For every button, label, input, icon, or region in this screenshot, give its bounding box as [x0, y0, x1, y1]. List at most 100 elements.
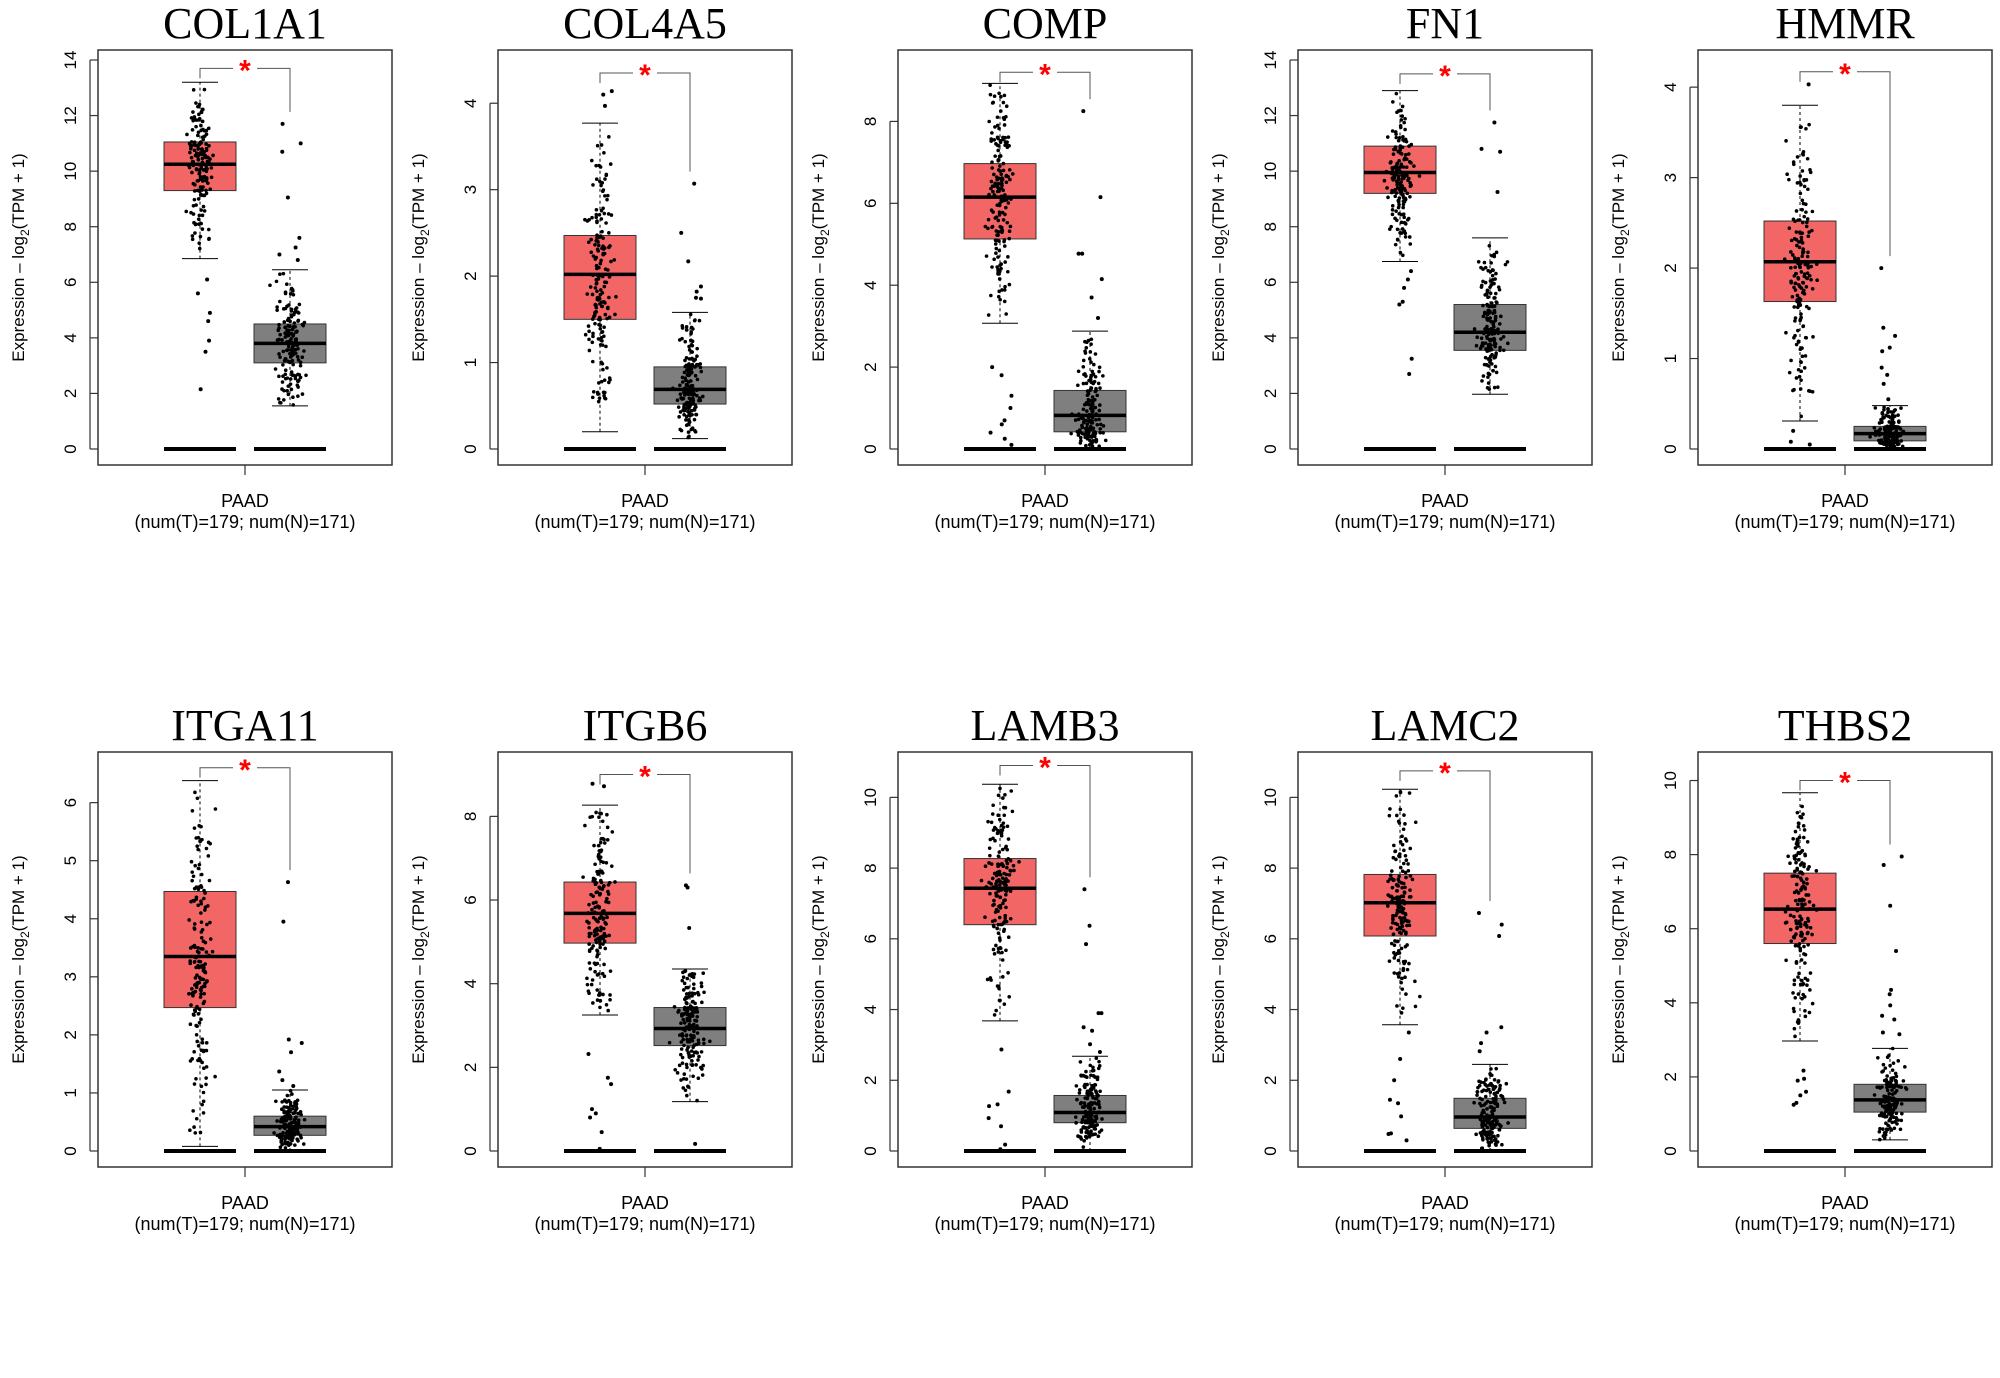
- normal-point: [1872, 426, 1877, 430]
- tumor-point: [191, 874, 196, 879]
- y-axis-label: Expression – log2(TPM + 1): [809, 153, 832, 361]
- normal-point: [1893, 408, 1897, 412]
- tumor-point: [595, 973, 600, 977]
- tumor-point: [1801, 247, 1805, 251]
- tumor-point: [204, 950, 209, 954]
- tumor-point: [199, 123, 203, 128]
- normal-point: [281, 271, 286, 276]
- normal-point: [1880, 1114, 1885, 1118]
- tumor-point: [1396, 895, 1400, 900]
- normal-point: [286, 324, 290, 328]
- tumor-point: [1394, 91, 1399, 96]
- normal-point: [1889, 1128, 1894, 1132]
- tumor-point: [1793, 333, 1797, 338]
- normal-point: [290, 349, 295, 353]
- tumor-boxplot: [1363, 90, 1437, 376]
- normal-point: [1489, 326, 1494, 331]
- tumor-point: [992, 898, 996, 903]
- tumor-point: [1002, 288, 1007, 292]
- tumor-point: [996, 889, 1001, 893]
- tumor-point: [609, 259, 613, 264]
- tumor-point: [1792, 237, 1797, 241]
- normal-outlier-point: [1082, 887, 1087, 892]
- tumor-point: [603, 301, 607, 305]
- tumor-point: [1804, 210, 1808, 214]
- normal-point: [1485, 316, 1489, 320]
- normal-outlier-point: [679, 230, 684, 235]
- plot-frame: [1297, 49, 1593, 466]
- tumor-point: [1786, 854, 1790, 859]
- tumor-point: [199, 920, 204, 924]
- tumor-point: [996, 909, 1000, 913]
- normal-point: [287, 1136, 292, 1141]
- tumor-point: [1401, 894, 1406, 899]
- normal-point: [277, 352, 281, 356]
- tumor-point: [204, 979, 209, 983]
- normal-point: [1090, 444, 1095, 448]
- normal-point: [1092, 398, 1097, 402]
- normal-point: [695, 1098, 699, 1103]
- tumor-point: [597, 212, 602, 217]
- tumor-point: [605, 366, 609, 370]
- normal-point: [283, 368, 288, 373]
- normal-point: [698, 398, 703, 403]
- tumor-point: [983, 864, 988, 868]
- tumor-point: [193, 976, 198, 980]
- normal-point: [1897, 1084, 1901, 1089]
- tumor-point: [188, 946, 193, 950]
- tumor-point: [192, 927, 197, 931]
- tumor-point: [606, 212, 611, 216]
- tumor-point: [1398, 865, 1403, 870]
- normal-point: [277, 374, 281, 379]
- normal-point: [1492, 331, 1497, 336]
- normal-outlier-point: [1897, 1032, 1902, 1037]
- tumor-point: [596, 240, 600, 244]
- tumor-point: [1396, 149, 1401, 154]
- tumor-point: [604, 221, 608, 225]
- normal-point: [1099, 1128, 1104, 1132]
- normal-point: [1894, 1074, 1899, 1079]
- tumor-point: [199, 946, 203, 951]
- star-background: [233, 759, 257, 776]
- y-tick-label: 0: [461, 444, 480, 453]
- normal-point: [688, 385, 693, 390]
- tumor-point: [1792, 1026, 1797, 1031]
- normal-point: [1885, 1085, 1889, 1089]
- tumor-point: [1004, 905, 1008, 910]
- tumor-outlier-point: [588, 1115, 593, 1120]
- tumor-point: [997, 154, 1002, 159]
- tumor-point: [598, 261, 603, 266]
- normal-point: [1087, 414, 1092, 419]
- normal-point: [691, 1045, 695, 1050]
- normal-point: [1090, 402, 1095, 407]
- normal-point: [696, 1076, 701, 1081]
- normal-point: [1487, 337, 1492, 342]
- normal-point: [1087, 430, 1091, 435]
- normal-point: [690, 426, 695, 431]
- tumor-point: [1809, 277, 1813, 282]
- tumor-point: [999, 179, 1004, 183]
- normal-point: [1884, 1079, 1888, 1083]
- tumor-point: [593, 321, 597, 326]
- normal-point: [1501, 348, 1506, 353]
- tumor-point: [201, 1099, 206, 1104]
- tumor-point: [200, 176, 205, 180]
- normal-point: [690, 994, 694, 998]
- normal-point: [682, 408, 687, 413]
- tumor-point: [1800, 169, 1805, 173]
- tumor-point: [1799, 917, 1804, 922]
- tumor-point: [204, 1048, 209, 1053]
- normal-point: [690, 408, 694, 413]
- tumor-point: [1399, 220, 1404, 225]
- tumor-point: [1000, 922, 1004, 927]
- normal-point: [283, 325, 287, 330]
- tumor-point: [1806, 893, 1811, 897]
- tumor-point: [1795, 810, 1800, 815]
- tumor-point: [1399, 1011, 1404, 1015]
- y-tick-label: 6: [1661, 924, 1680, 933]
- tumor-point: [990, 224, 995, 229]
- tumor-point: [205, 922, 209, 927]
- normal-point: [1093, 1119, 1097, 1123]
- tumor-point: [595, 998, 600, 1002]
- normal-point: [1888, 445, 1893, 449]
